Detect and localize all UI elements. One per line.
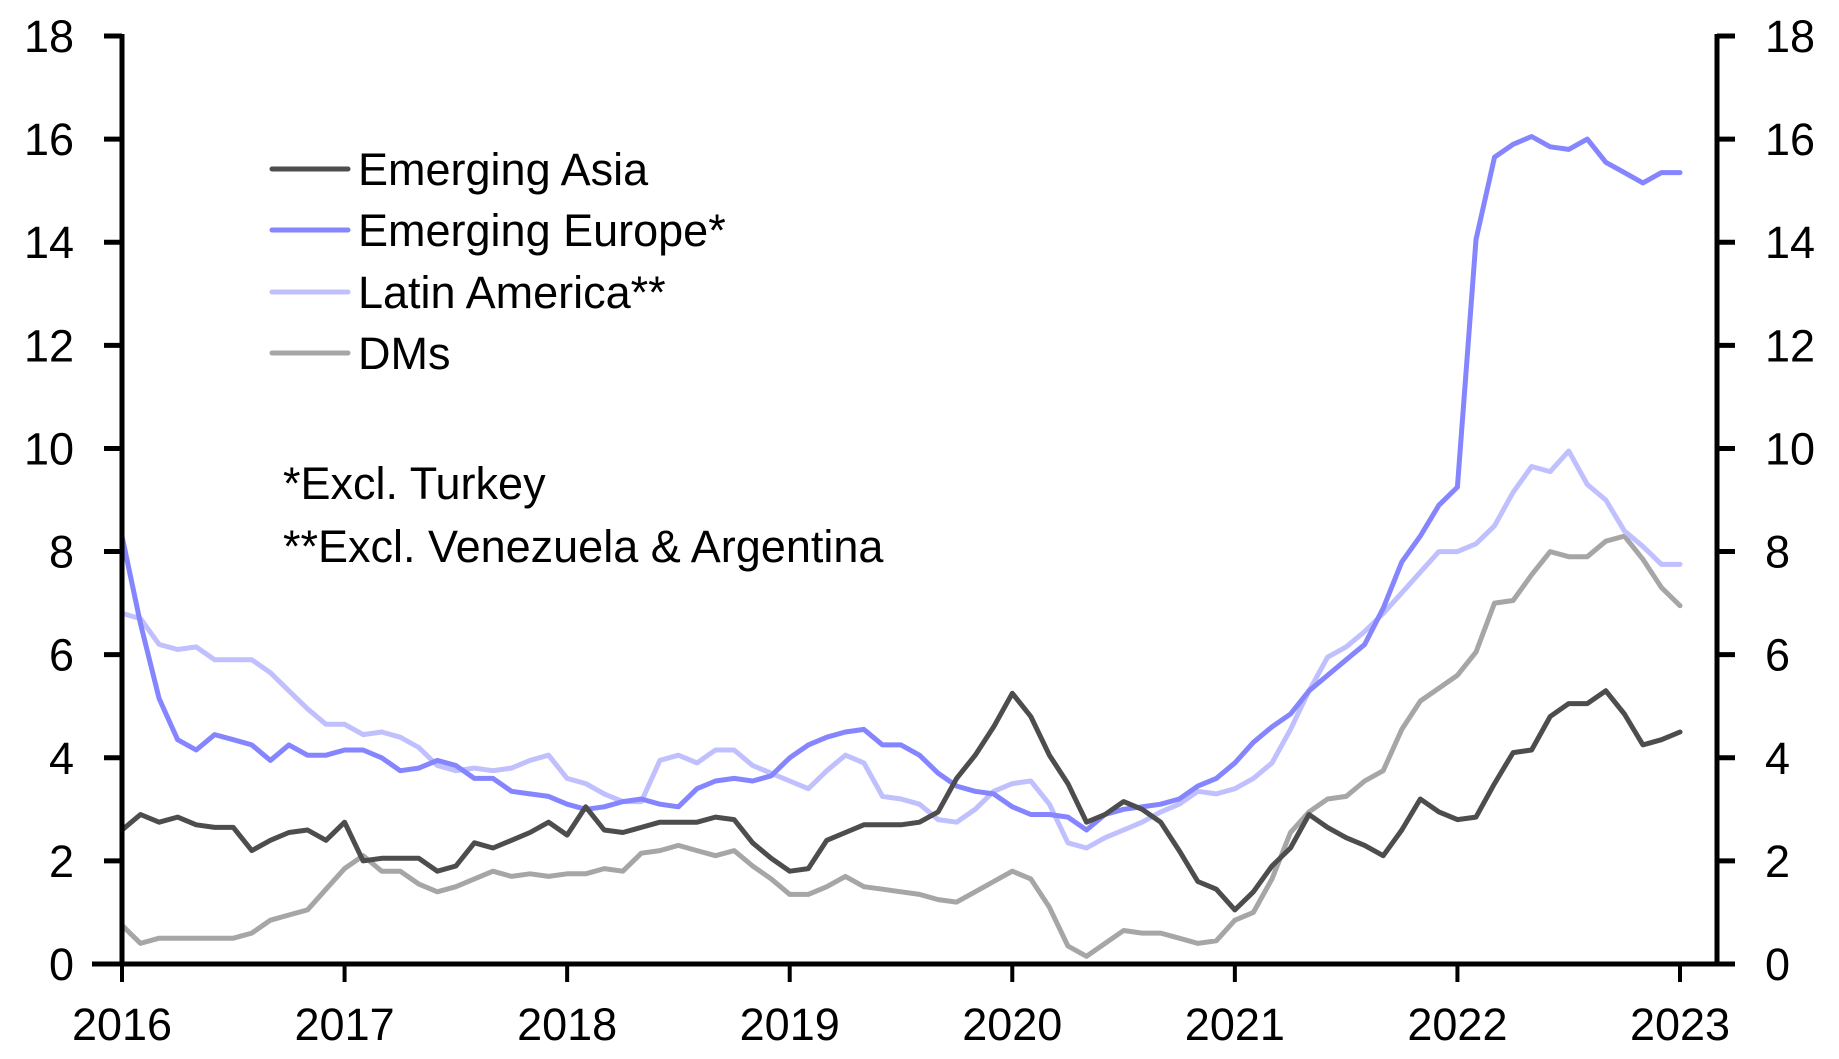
y-tick-label-right: 12 [1765,320,1815,371]
x-tick-label: 2017 [295,999,395,1050]
legend-item-latin-america: Latin America** [269,267,666,318]
series-line-emerging-asia [119,688,1683,913]
x-tick-label: 2018 [517,999,617,1050]
series-line-dms [119,533,1683,959]
y-tick-label-right: 6 [1765,630,1790,681]
y-tick-label-left: 6 [49,630,74,681]
y-tick-label-left: 12 [24,320,74,371]
legend-label-dms: DMs [358,328,450,379]
y-tick-label-right: 18 [1765,11,1815,62]
y-tick-label-right: 8 [1765,527,1790,578]
legend-label-emerging-europe: Emerging Europe* [358,205,726,256]
y-tick-label-left: 0 [49,939,74,990]
ticks-layer: 0 2 4 6 8 10 12 14 16 18 0 2 4 6 8 10 12 14 16 18 2016 2017 20… [24,11,1815,1050]
y-tick-label-left: 18 [24,11,74,62]
x-tick-label: 2016 [72,999,172,1050]
footnote-excl-venezuela-argentina: **Excl. Venezuela & Argentina [283,521,884,572]
y-tick-label-left: 2 [49,836,74,887]
y-tick-label-left: 8 [49,527,74,578]
x-tick-label: 2022 [1407,999,1507,1050]
y-tick-label-left: 14 [24,217,74,268]
footnotes: *Excl. Turkey **Excl. Venezuela & Argent… [283,458,884,572]
x-tick-label: 2019 [740,999,840,1050]
y-tick-label-right: 14 [1765,217,1815,268]
x-tick-label: 2021 [1185,999,1285,1050]
y-tick-label-left: 10 [24,423,74,474]
axes-layer [92,34,1735,967]
legend-item-emerging-europe: Emerging Europe* [269,205,726,256]
y-tick-label-right: 4 [1765,733,1790,784]
y-tick-label-right: 10 [1765,423,1815,474]
x-tick-label: 2023 [1630,999,1730,1050]
series-line-latin-america [119,448,1683,851]
y-tick-label-right: 2 [1765,836,1790,887]
legend-item-dms: DMs [269,328,450,379]
legend-label-emerging-asia: Emerging Asia [358,144,649,195]
y-tick-label-left: 4 [49,733,74,784]
legend: Emerging Asia Emerging Europe* Latin Ame… [269,144,726,379]
y-tick-label-right: 0 [1765,939,1790,990]
x-tick-label: 2020 [962,999,1062,1050]
footnote-excl-turkey: *Excl. Turkey [283,458,546,509]
series-line-emerging-europe [119,134,1683,833]
y-tick-label-left: 16 [24,114,74,165]
legend-item-emerging-asia: Emerging Asia [269,144,649,195]
series-layer [119,134,1683,959]
legend-label-latin-america: Latin America** [358,267,666,318]
y-tick-label-right: 16 [1765,114,1815,165]
